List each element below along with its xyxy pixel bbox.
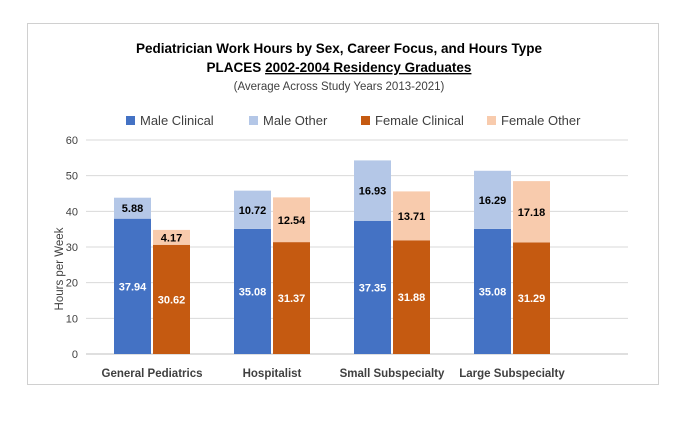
- data-label-other: 5.88: [122, 203, 143, 215]
- bar-female-other: [393, 191, 430, 241]
- legend-label: Female Clinical: [375, 113, 464, 128]
- legend-label: Male Other: [263, 113, 328, 128]
- legend-label: Female Other: [501, 113, 581, 128]
- legend: Male Clinical Male Other Female Clinical Fe…: [126, 113, 581, 128]
- bar-female-clinical: [273, 242, 310, 354]
- chart-title-prefix: PLACES: [207, 60, 266, 75]
- legend-label: Male Clinical: [140, 113, 214, 128]
- chart-subtitle: (Average Across Study Years 2013-2021): [234, 81, 445, 93]
- bar-male-other: [474, 170, 511, 229]
- data-label-other: 4.17: [161, 232, 182, 244]
- data-label-clinical: 37.94: [119, 281, 147, 293]
- x-category-label: Large Subspecialty: [459, 368, 565, 380]
- y-tick-label: 10: [66, 313, 78, 325]
- chart-title-underlined: 2002-2004 Residency Graduates: [265, 60, 471, 75]
- x-category-label: Hospitalist: [243, 368, 302, 380]
- bar-male-other: [234, 190, 271, 229]
- data-labels: 37.94 5.88 30.62 4.17 35.08 10.72 31.37 12.54 37…: [119, 186, 546, 307]
- data-label-other: 16.29: [479, 195, 507, 207]
- data-label-clinical: 31.88: [398, 292, 426, 304]
- chart: Pediatrician Work Hours by Sex, Career F…: [54, 41, 628, 380]
- data-label-clinical: 30.62: [158, 294, 186, 306]
- y-tick-label: 20: [66, 278, 78, 290]
- y-tick-label: 30: [66, 242, 78, 254]
- legend-swatch: [361, 116, 370, 125]
- bar-female-other: [273, 197, 310, 243]
- x-category-label: Small Subspecialty: [340, 368, 445, 380]
- data-label-other: 16.93: [359, 186, 387, 198]
- data-label-other: 12.54: [278, 215, 306, 227]
- chart-title-line1: Pediatrician Work Hours by Sex, Career F…: [136, 41, 543, 56]
- y-axis-label: Hours per Week: [54, 227, 66, 310]
- legend-swatch: [487, 116, 496, 125]
- bar-female-clinical: [393, 240, 430, 354]
- y-axis-ticks: 0 10 20 30 40 50 60: [66, 135, 78, 361]
- chart-title-line2: PLACES 2002-2004 Residency Graduates: [207, 60, 472, 75]
- data-label-clinical: 35.08: [479, 286, 507, 298]
- data-label-other: 17.18: [518, 207, 546, 219]
- data-label-other: 13.71: [398, 211, 426, 223]
- y-tick-label: 50: [66, 171, 78, 183]
- bar-female-other: [153, 229, 190, 245]
- data-label-clinical: 31.37: [278, 293, 306, 305]
- data-label-other: 10.72: [239, 205, 267, 217]
- legend-swatch: [126, 116, 135, 125]
- bar-female-clinical: [513, 242, 550, 354]
- bar-male-clinical: [114, 218, 151, 354]
- y-tick-label: 60: [66, 135, 78, 147]
- bar-female-other: [513, 181, 550, 243]
- data-label-clinical: 37.35: [359, 282, 387, 294]
- x-axis-categories: General Pediatrics Hospitalist Small Subsp…: [102, 368, 566, 380]
- bar-male-clinical: [234, 228, 271, 354]
- bar-male-clinical: [354, 220, 391, 354]
- y-tick-label: 40: [66, 206, 78, 218]
- bar-male-other: [114, 197, 151, 219]
- data-label-clinical: 31.29: [518, 293, 546, 305]
- data-label-clinical: 35.08: [239, 286, 267, 298]
- y-tick-label: 0: [72, 349, 78, 361]
- bar-male-clinical: [474, 228, 511, 354]
- bar-male-other: [354, 160, 391, 221]
- bars: [114, 160, 550, 354]
- legend-swatch: [249, 116, 258, 125]
- x-category-label: General Pediatrics: [102, 368, 203, 380]
- bar-female-clinical: [153, 244, 190, 354]
- chart-frame: Pediatrician Work Hours by Sex, Career F…: [27, 23, 659, 385]
